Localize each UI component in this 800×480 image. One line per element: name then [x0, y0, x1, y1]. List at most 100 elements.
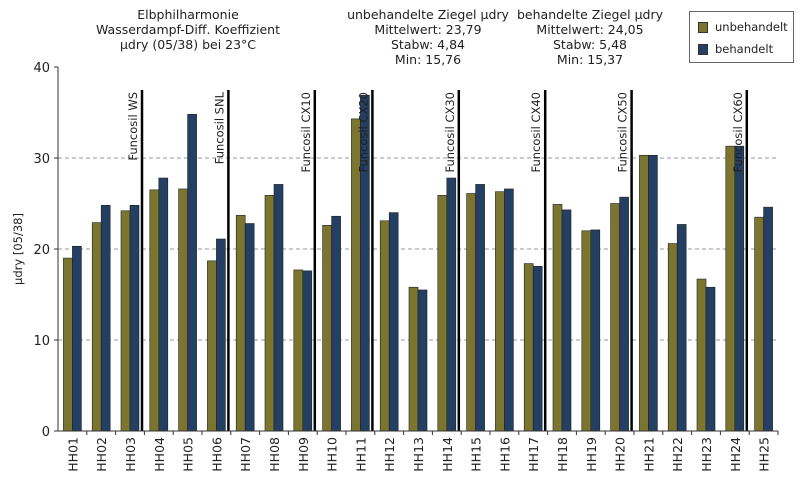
- legend: unbehandelt behandelt: [689, 11, 794, 63]
- legend-swatch-behandelt: [698, 43, 708, 55]
- bar-unbehandelt-HH25: [754, 216, 764, 432]
- divider-label-HH11: Funcosil CX20: [356, 92, 370, 173]
- x-tick-label: HH17: [526, 437, 541, 472]
- x-tick-label: HH01: [65, 437, 80, 472]
- legend-label-behandelt: behandelt: [715, 42, 774, 56]
- bar-unbehandelt-HH07: [235, 215, 246, 432]
- chart-title: Elbphilharmonie: [137, 7, 239, 22]
- bar-unbehandelt-HH15: [466, 193, 476, 432]
- x-tick-label: HH20: [613, 437, 628, 472]
- legend-label-unbehandelt: unbehandelt: [715, 20, 788, 34]
- bar-behandelt-HH10: [331, 215, 341, 432]
- bar-behandelt-HH24: [734, 145, 745, 432]
- bar-unbehandelt-HH19: [581, 230, 592, 432]
- divider-label-HH09: Funcosil CX10: [299, 92, 313, 173]
- x-tick-label: HH12: [382, 437, 397, 472]
- legend-swatch-unbehandelt: [698, 21, 708, 33]
- bar-unbehandelt-HH10: [322, 225, 332, 432]
- x-tick-label: HH02: [94, 437, 109, 472]
- bar-behandelt-HH25: [763, 206, 773, 432]
- x-tick-label: HH18: [555, 437, 570, 472]
- y-tick-label: 20: [33, 243, 50, 258]
- bar-unbehandelt-HH14: [437, 195, 448, 432]
- untreated-stats-heading: unbehandelte Ziegel µdry: [347, 7, 509, 22]
- bar-unbehandelt-HH16: [495, 191, 505, 432]
- bar-unbehandelt-HH20: [610, 203, 620, 432]
- x-tick-label: HH09: [296, 437, 311, 472]
- x-tick-label: HH23: [699, 437, 714, 472]
- bar-unbehandelt-HH23: [696, 278, 707, 432]
- bar-behandelt-HH04: [158, 177, 169, 432]
- bar-behandelt-HH14: [446, 177, 457, 432]
- untreated-stats-block: unbehandelte Ziegel µdry Mittelwert: 23,…: [343, 7, 513, 67]
- x-tick-label: HH10: [325, 437, 340, 472]
- bar-unbehandelt-HH08: [264, 195, 275, 432]
- bar-behandelt-HH01: [72, 245, 82, 432]
- divider-label-HH17: Funcosil CX40: [529, 92, 543, 173]
- treated-stdev: Stabw: 5,48: [553, 37, 627, 52]
- y-tick-label: 40: [33, 61, 50, 76]
- bar-unbehandelt-HH21: [639, 154, 649, 432]
- x-tick-label: HH06: [209, 437, 224, 472]
- bar-behandelt-HH06: [216, 238, 226, 432]
- bar-unbehandelt-HH09: [293, 269, 304, 432]
- bar-behandelt-HH16: [504, 188, 514, 432]
- x-tick-label: HH15: [469, 437, 484, 472]
- bar-behandelt-HH02: [100, 205, 111, 432]
- divider-label-HH06: Funcosil SNL: [212, 91, 226, 164]
- bar-unbehandelt-HH12: [379, 220, 390, 432]
- x-tick-label: HH08: [267, 437, 282, 472]
- divider-label-HH20: Funcosil CX50: [616, 92, 630, 173]
- legend-item-behandelt: behandelt: [698, 42, 773, 56]
- bar-behandelt-HH03: [129, 205, 140, 432]
- bar-behandelt-HH07: [244, 223, 255, 432]
- x-tick-label: HH07: [238, 437, 253, 472]
- bar-unbehandelt-HH05: [178, 188, 188, 432]
- untreated-min: Min: 15,76: [394, 52, 462, 67]
- bar-unbehandelt-HH02: [91, 222, 102, 432]
- y-tick-label: 10: [33, 334, 50, 349]
- bar-behandelt-HH21: [648, 154, 658, 432]
- divider-label-HH03: Funcosil WS: [126, 92, 140, 161]
- bar-behandelt-HH18: [561, 209, 572, 432]
- bar-behandelt-HH09: [302, 270, 313, 432]
- bar-unbehandelt-HH22: [667, 243, 678, 432]
- y-tick-label: 0: [42, 425, 50, 440]
- treated-min: Min: 15,37: [556, 52, 624, 67]
- bar-behandelt-HH23: [705, 286, 716, 432]
- bar-behandelt-HH20: [619, 196, 629, 432]
- bar-unbehandelt-HH17: [523, 263, 534, 432]
- bar-unbehandelt-HH01: [63, 257, 73, 432]
- x-tick-label: HH11: [353, 437, 368, 472]
- x-tick-label: HH14: [440, 437, 455, 472]
- bar-behandelt-HH17: [532, 265, 543, 432]
- bar-unbehandelt-HH18: [552, 204, 563, 432]
- treated-stats-heading: behandelte Ziegel µdry: [516, 7, 663, 22]
- bar-unbehandelt-HH24: [725, 145, 736, 432]
- bar-behandelt-HH12: [388, 212, 399, 432]
- bar-unbehandelt-HH04: [149, 189, 160, 432]
- bar-behandelt-HH15: [475, 184, 485, 432]
- divider-label-HH24: Funcosil CX60: [731, 92, 745, 173]
- x-tick-label: HH13: [411, 437, 426, 472]
- x-tick-label: HH25: [757, 437, 772, 472]
- bar-behandelt-HH13: [417, 289, 428, 432]
- treated-stats-block: behandelte Ziegel µdry Mittelwert: 24,05…: [505, 7, 675, 67]
- untreated-mean: Mittelwert: 23,79: [374, 22, 482, 37]
- bar-behandelt-HH08: [273, 184, 284, 432]
- bar-unbehandelt-HH13: [408, 286, 419, 432]
- chart-subtitle: Wasserdampf-Diff. Koeffizient: [96, 22, 280, 37]
- chart-title-block: Elbphilharmonie Wasserdampf-Diff. Koeffi…: [78, 7, 298, 52]
- x-tick-label: HH24: [728, 437, 743, 472]
- x-tick-label: HH03: [123, 437, 138, 472]
- x-tick-label: HH16: [497, 437, 512, 472]
- x-tick-label: HH04: [152, 437, 167, 472]
- treated-mean: Mittelwert: 24,05: [536, 22, 644, 37]
- x-tick-label: HH22: [670, 437, 685, 472]
- bar-behandelt-HH22: [676, 224, 687, 432]
- y-axis-label: µdry [05/38]: [11, 213, 25, 285]
- bar-unbehandelt-HH03: [120, 210, 131, 432]
- chart-subtitle-conditions: µdry (05/38) bei 23°C: [119, 37, 257, 52]
- bar-behandelt-HH19: [590, 229, 601, 432]
